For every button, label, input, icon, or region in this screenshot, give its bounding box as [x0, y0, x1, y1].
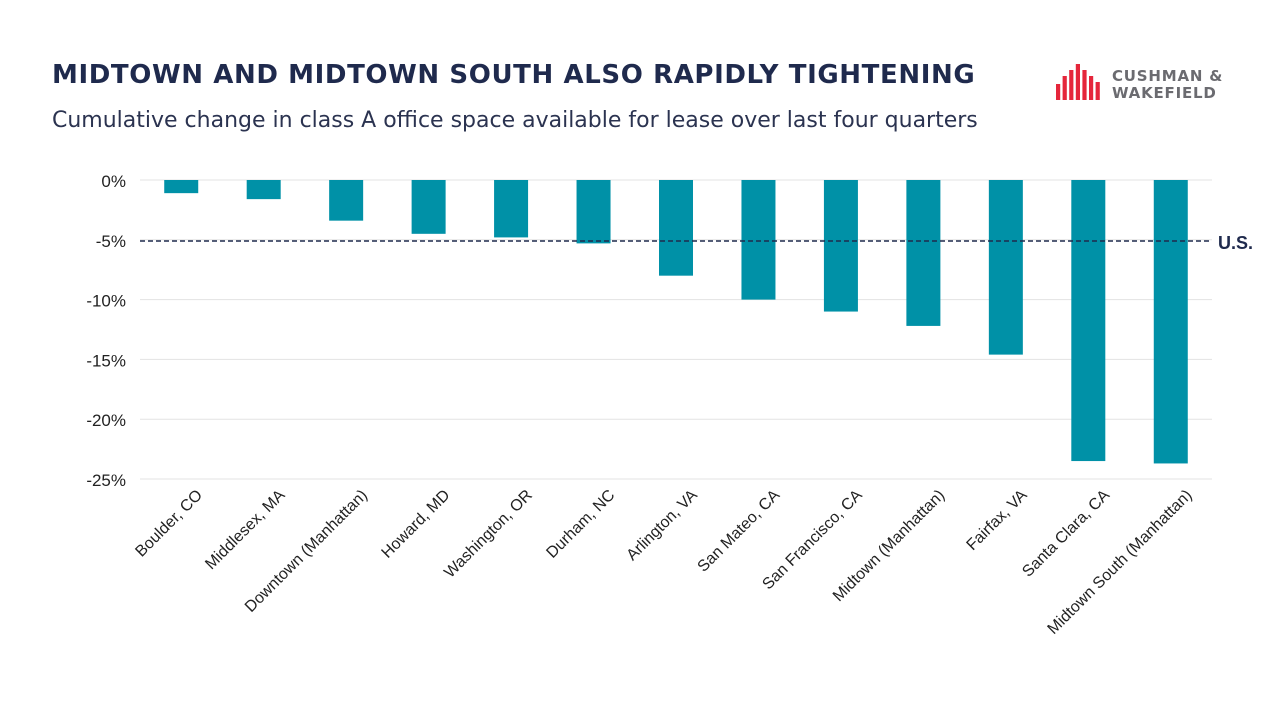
bar-12 [1071, 180, 1106, 462]
bar-7 [659, 180, 693, 276]
bar-3 [329, 180, 364, 221]
logo-line-2: WAKEFIELD [1112, 84, 1217, 102]
logo-bar-2 [1062, 76, 1067, 100]
x-category-label: Fairfax, VA [964, 487, 1031, 554]
logo-mark-icon [1056, 64, 1100, 100]
bar-4 [411, 180, 446, 234]
x-category-label: Middlesex, MA [202, 487, 288, 573]
chart-title: MIDTOWN AND MIDTOWN SOUTH ALSO RAPIDLY T… [52, 60, 976, 90]
x-category-label: Howard, MD [379, 487, 454, 562]
y-tick-label: -15% [86, 351, 126, 370]
logo-wordmark: CUSHMAN & WAKEFIELD [1112, 68, 1223, 102]
bar-2 [246, 180, 281, 200]
logo-bar-5 [1082, 70, 1087, 100]
bar-9 [823, 180, 858, 312]
bar-6 [576, 180, 611, 244]
y-tick-label: -5% [96, 232, 126, 251]
logo-bar-4 [1075, 64, 1080, 100]
logo-line-1: CUSHMAN & [1112, 67, 1224, 85]
bar-11 [988, 180, 1023, 355]
logo-bar-1 [1056, 84, 1061, 100]
chart-subtitle: Cumulative change in class A office spac… [52, 108, 978, 133]
bar-13 [1153, 180, 1188, 464]
x-category-label: Washington, OR [441, 487, 536, 582]
logo-bar-7 [1095, 82, 1100, 100]
x-category-label: Midtown South (Manhattan) [1045, 487, 1196, 638]
y-tick-label: -20% [86, 411, 126, 430]
x-category-label: Santa Clara, CA [1019, 487, 1113, 581]
x-category-label: Arlington, VA [624, 487, 701, 564]
bar-5 [494, 180, 529, 238]
us-reference-label: U.S. [1218, 233, 1253, 253]
y-tick-label: -10% [86, 292, 126, 311]
bar-10 [906, 180, 941, 326]
bar-8 [741, 180, 776, 300]
x-category-label: Durham, NC [543, 487, 618, 562]
bar-1 [164, 180, 199, 194]
x-category-label: Boulder, CO [132, 487, 206, 561]
logo-bar-6 [1089, 76, 1094, 100]
cushman-wakefield-logo: CUSHMAN & WAKEFIELD [1054, 62, 1244, 104]
y-tick-label: 0% [101, 172, 126, 191]
x-category-label: San Mateo, CA [695, 487, 784, 576]
y-tick-label: -25% [86, 471, 126, 490]
logo-bar-3 [1069, 70, 1074, 100]
